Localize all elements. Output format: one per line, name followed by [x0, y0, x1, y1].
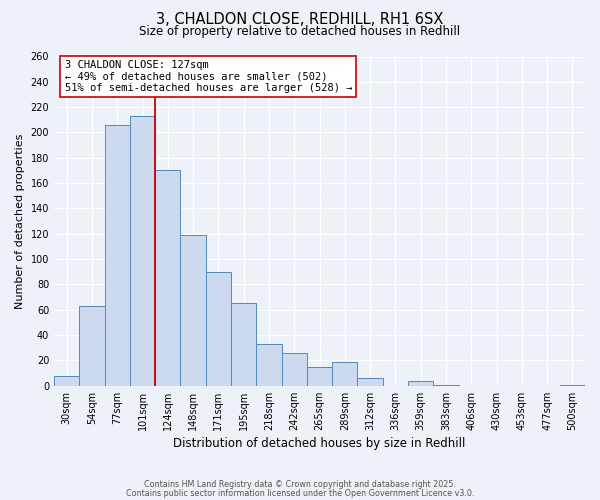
Y-axis label: Number of detached properties: Number of detached properties: [15, 134, 25, 309]
Bar: [408, 381, 433, 386]
Bar: [54, 376, 79, 386]
Bar: [307, 367, 332, 386]
Text: Contains public sector information licensed under the Open Government Licence v3: Contains public sector information licen…: [126, 488, 474, 498]
Bar: [104, 125, 130, 386]
Bar: [130, 116, 155, 386]
Bar: [256, 344, 281, 386]
Bar: [560, 384, 585, 386]
Bar: [231, 304, 256, 386]
Bar: [79, 306, 104, 386]
Bar: [332, 362, 358, 386]
X-axis label: Distribution of detached houses by size in Redhill: Distribution of detached houses by size …: [173, 437, 466, 450]
Bar: [433, 384, 458, 386]
Text: 3, CHALDON CLOSE, REDHILL, RH1 6SX: 3, CHALDON CLOSE, REDHILL, RH1 6SX: [157, 12, 443, 28]
Bar: [155, 170, 181, 386]
Text: 3 CHALDON CLOSE: 127sqm
← 49% of detached houses are smaller (502)
51% of semi-d: 3 CHALDON CLOSE: 127sqm ← 49% of detache…: [65, 60, 352, 93]
Bar: [181, 235, 206, 386]
Bar: [281, 353, 307, 386]
Bar: [358, 378, 383, 386]
Text: Size of property relative to detached houses in Redhill: Size of property relative to detached ho…: [139, 25, 461, 38]
Bar: [206, 272, 231, 386]
Text: Contains HM Land Registry data © Crown copyright and database right 2025.: Contains HM Land Registry data © Crown c…: [144, 480, 456, 489]
